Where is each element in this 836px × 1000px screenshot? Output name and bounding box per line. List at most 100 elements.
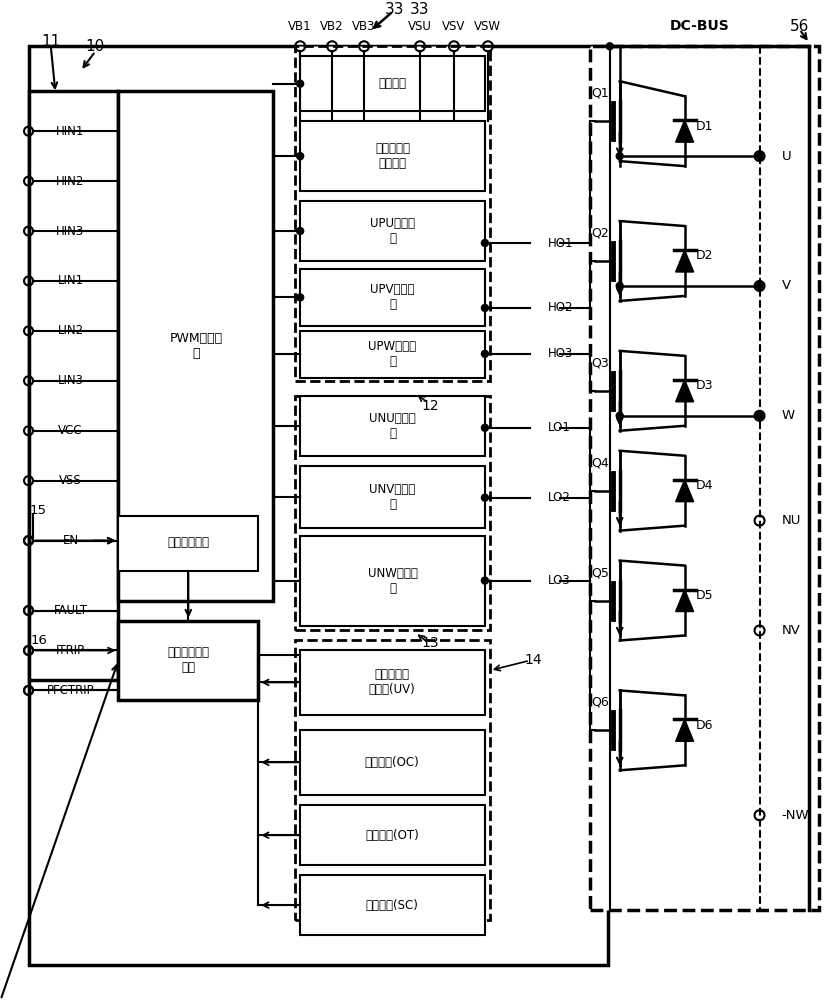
Text: LIN1: LIN1 (58, 274, 84, 287)
Bar (300, 201, 485, 261)
Bar (300, 536, 485, 626)
Text: HO2: HO2 (548, 301, 573, 314)
Bar (300, 730, 485, 795)
Text: PWM输入信
号: PWM输入信 号 (170, 332, 223, 360)
Text: VSU: VSU (408, 20, 432, 33)
Text: 11: 11 (41, 34, 60, 49)
Bar (300, 466, 485, 528)
Text: VSS: VSS (59, 474, 82, 487)
Text: HO1: HO1 (548, 237, 573, 250)
Circle shape (606, 43, 614, 50)
Text: Q1: Q1 (591, 87, 609, 100)
Bar (300, 121, 485, 191)
Bar (295, 640, 490, 920)
Bar (300, 56, 485, 111)
Text: UPV驱动电
路: UPV驱动电 路 (370, 283, 415, 311)
Circle shape (482, 424, 488, 431)
Text: UNW驱动电
路: UNW驱动电 路 (368, 567, 417, 595)
Bar (295, 46, 490, 381)
Text: 自举电路: 自举电路 (379, 77, 406, 90)
Text: Q5: Q5 (591, 566, 609, 579)
Text: UPW驱动电
路: UPW驱动电 路 (369, 340, 416, 368)
Bar (119, 516, 258, 571)
Text: EN: EN (63, 534, 79, 547)
Text: W: W (782, 409, 795, 422)
Text: 短路保护(SC): 短路保护(SC) (365, 899, 419, 912)
Bar (295, 396, 490, 630)
Circle shape (616, 153, 623, 160)
Text: D2: D2 (696, 249, 713, 262)
Circle shape (756, 282, 763, 289)
Circle shape (616, 412, 623, 419)
Text: 12: 12 (421, 399, 439, 413)
Text: VB3: VB3 (352, 20, 376, 33)
Text: VCC: VCC (59, 424, 83, 437)
Text: Q4: Q4 (591, 456, 609, 469)
Text: UPU驱动电
路: UPU驱动电 路 (370, 217, 415, 245)
Bar (589, 46, 819, 910)
Text: 驱动使能电路: 驱动使能电路 (167, 536, 209, 549)
Text: HIN1: HIN1 (56, 125, 84, 138)
Circle shape (482, 240, 488, 247)
Text: HIN2: HIN2 (56, 175, 84, 188)
Text: D5: D5 (696, 589, 713, 602)
Circle shape (482, 304, 488, 311)
Text: LO1: LO1 (548, 421, 571, 434)
Polygon shape (675, 250, 694, 272)
Text: HIN3: HIN3 (56, 225, 84, 238)
Text: 14: 14 (524, 653, 542, 667)
Text: DC-BUS: DC-BUS (670, 19, 730, 33)
Text: VSV: VSV (442, 20, 466, 33)
Text: 13: 13 (421, 636, 439, 650)
Polygon shape (675, 719, 694, 741)
Polygon shape (675, 480, 694, 502)
Circle shape (756, 153, 763, 160)
Bar (28, 91, 119, 680)
Text: U: U (782, 150, 791, 163)
Text: HO3: HO3 (548, 347, 573, 360)
Circle shape (482, 494, 488, 501)
Text: Q3: Q3 (591, 356, 609, 369)
Circle shape (482, 577, 488, 584)
Polygon shape (675, 380, 694, 402)
Text: NU: NU (782, 514, 801, 527)
Polygon shape (675, 590, 694, 612)
Bar (300, 875, 485, 935)
Text: 33: 33 (410, 2, 430, 17)
Text: D4: D4 (696, 479, 713, 492)
Text: LIN3: LIN3 (58, 374, 84, 387)
Circle shape (297, 228, 303, 235)
Text: 过流保护(OC): 过流保护(OC) (364, 756, 420, 769)
Text: V: V (782, 279, 791, 292)
Text: 故障逻辑电路
输出: 故障逻辑电路 输出 (167, 646, 209, 674)
Circle shape (297, 153, 303, 160)
Text: -NW: -NW (782, 809, 809, 822)
Text: 16: 16 (30, 634, 47, 647)
Text: LO2: LO2 (548, 491, 571, 504)
Text: VB2: VB2 (320, 20, 344, 33)
Bar (300, 396, 485, 456)
Text: Q2: Q2 (591, 227, 609, 240)
Text: VSW: VSW (474, 20, 502, 33)
Text: 33: 33 (385, 2, 405, 17)
Bar (119, 91, 273, 601)
Text: UNU驱动电
路: UNU驱动电 路 (370, 412, 415, 440)
Circle shape (482, 350, 488, 357)
Text: NV: NV (782, 624, 800, 637)
Bar (28, 46, 608, 965)
Text: LO3: LO3 (548, 574, 571, 587)
Text: D1: D1 (696, 120, 713, 133)
Text: Q6: Q6 (591, 696, 609, 709)
Text: VB1: VB1 (288, 20, 312, 33)
Circle shape (756, 412, 763, 419)
Circle shape (297, 294, 303, 301)
Text: D3: D3 (696, 379, 713, 392)
Bar (300, 269, 485, 326)
Text: LIN2: LIN2 (58, 324, 84, 337)
Bar (300, 331, 485, 378)
Polygon shape (675, 120, 694, 142)
Bar (300, 805, 485, 865)
Text: 10: 10 (86, 39, 105, 54)
Bar (119, 621, 258, 700)
Text: UNV驱动电
路: UNV驱动电 路 (370, 483, 415, 511)
